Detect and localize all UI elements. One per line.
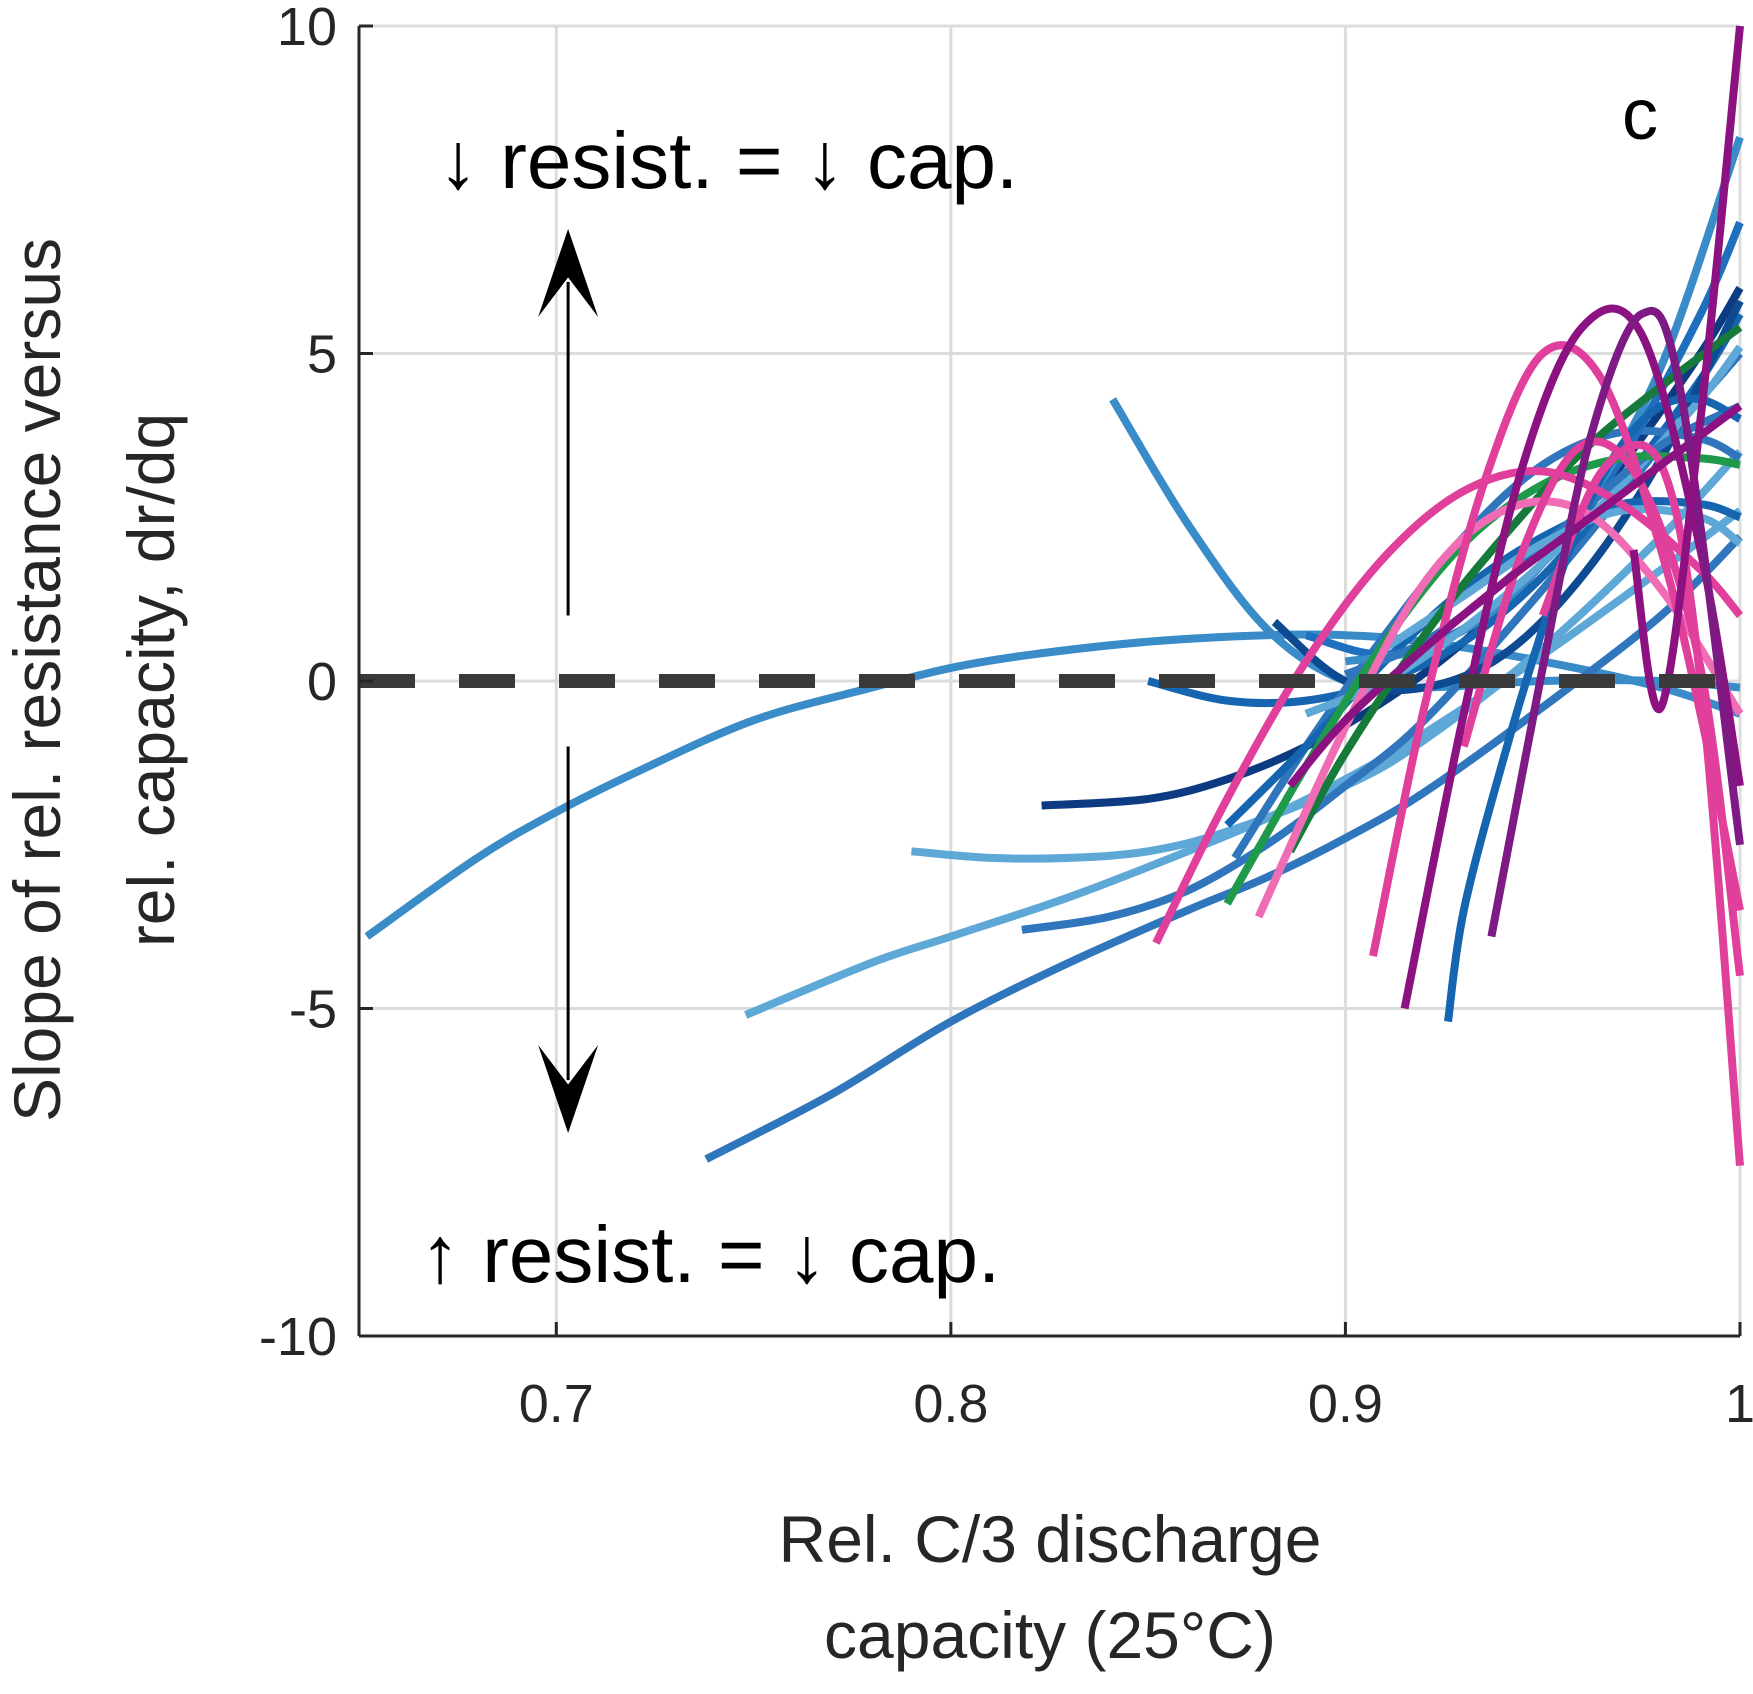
series-line-6 <box>1021 350 1744 934</box>
y-tick-label: 5 <box>307 325 337 385</box>
direction-arrows <box>538 229 599 1133</box>
series-line-24 <box>1539 440 1744 1167</box>
annotation-lower: ↑ resist. = ↓ cap. <box>420 1210 1000 1299</box>
series-line-8 <box>1147 312 1744 708</box>
y-axis-title-line-1: Slope of rel. resistance versus <box>0 238 74 1122</box>
series-line-21 <box>1254 497 1744 919</box>
x-axis-title-line-2: capacity (25°C) <box>824 1598 1276 1672</box>
series-line-3 <box>704 534 1743 1163</box>
series-lines <box>364 25 1744 1167</box>
series-line-27 <box>1487 306 1744 938</box>
annotation-upper: ↓ resist. = ↓ cap. <box>438 116 1018 205</box>
y-tick-label: 10 <box>277 0 337 57</box>
x-tick-label: 0.8 <box>913 1374 988 1434</box>
x-axis-title-line-1: Rel. C/3 discharge <box>779 1502 1322 1576</box>
series-line-28 <box>1629 25 1744 714</box>
x-tick-label: 0.9 <box>1308 1374 1383 1434</box>
x-tick-label: 0.7 <box>519 1374 594 1434</box>
plot-frame <box>357 24 1742 1338</box>
arrow-head-down <box>538 1045 599 1133</box>
series-line-22 <box>1369 341 1744 957</box>
series-line-25 <box>1287 402 1743 789</box>
tick-labels: 0.7 0.8 0.9 1 -10 -5 0 5 10 <box>259 0 1753 1434</box>
y-tick-label: -5 <box>289 980 337 1040</box>
arrow-head-up <box>538 229 599 317</box>
x-tick-label: 1 <box>1725 1374 1753 1434</box>
series-line-1 <box>364 630 1742 940</box>
series-line-23 <box>1459 437 1744 977</box>
y-tick-label: 0 <box>307 652 337 712</box>
y-axis-title-line-2: rel. capacity, dr/dq <box>114 413 188 947</box>
y-tick-label: -10 <box>259 1307 337 1367</box>
panel-label: c <box>1622 75 1658 155</box>
